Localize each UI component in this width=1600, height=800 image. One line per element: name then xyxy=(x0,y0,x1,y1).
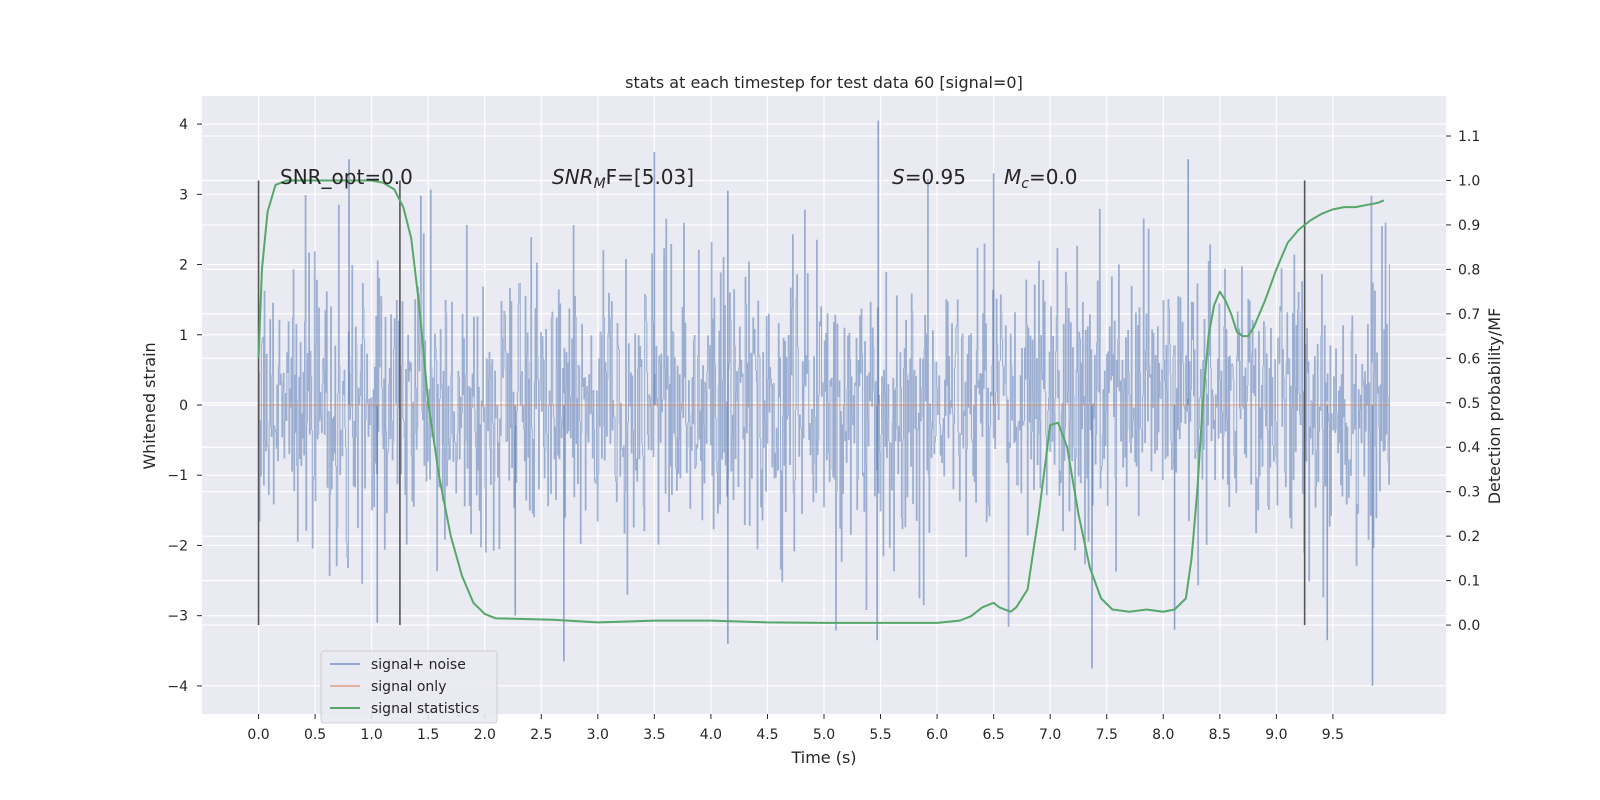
x-tick-label: 7.0 xyxy=(1039,727,1061,743)
y-tick-label-left: 0 xyxy=(179,398,188,414)
annotation-snr-opt: SNR_opt=0.0 xyxy=(280,165,413,189)
legend-label-signal: signal only xyxy=(371,679,446,695)
x-tick-label: 5.5 xyxy=(869,727,891,743)
y-tick-label-right: 0.3 xyxy=(1458,485,1480,501)
y-tick-label-right: 1.0 xyxy=(1458,173,1480,189)
y-tick-label-right: 0.7 xyxy=(1458,307,1480,323)
grid-y xyxy=(202,123,1446,687)
y-tick-label-left: −4 xyxy=(167,679,188,695)
y-tick-label-right: 1.1 xyxy=(1458,129,1480,145)
annotation-s-var: S xyxy=(892,165,905,189)
legend-label-stats: signal statistics xyxy=(371,701,479,717)
y-tick-label-left: −2 xyxy=(167,538,188,554)
x-tick-label: 3.0 xyxy=(587,727,609,743)
y-tick-label-right: 0.1 xyxy=(1458,574,1480,590)
x-tick-label: 6.5 xyxy=(983,727,1005,743)
annotation-mc-var: M xyxy=(1004,165,1021,189)
noise-series xyxy=(258,120,1390,686)
y-tick-label-right: 0.0 xyxy=(1458,618,1480,634)
y-ticks-right: 1.1 1.0 0.9 0.8 0.7 0.6 0.5 0.4 0.3 0.2 0.1 0.0 xyxy=(1446,129,1480,634)
x-tick-label: 6.0 xyxy=(926,727,948,743)
annotation-mc: Mc=0.0 xyxy=(1004,165,1078,192)
signal-statistics-line xyxy=(257,179,1385,624)
y-tick-label-right: 0.8 xyxy=(1458,262,1480,278)
annotation-mc-sub: c xyxy=(1021,176,1029,192)
x-tick-label: 5.0 xyxy=(813,727,835,743)
y-tick-label-left: 3 xyxy=(179,187,188,203)
y-ticks-left: 4 3 2 1 0 −1 −2 −3 −4 xyxy=(167,117,202,695)
y-tick-label-right: 0.9 xyxy=(1458,218,1480,234)
annotation-s: S=0.95 xyxy=(892,165,966,189)
x-tick-label: 2.5 xyxy=(530,727,552,743)
x-tick-label: 0.0 xyxy=(247,727,269,743)
x-tick-label: 1.0 xyxy=(361,727,383,743)
x-tick-label: 8.0 xyxy=(1152,727,1174,743)
x-tick-label: 1.5 xyxy=(417,727,439,743)
signal-statistics-series xyxy=(257,179,1385,624)
x-tick-label: 9.0 xyxy=(1265,727,1287,743)
x-tick-label: 2.0 xyxy=(474,727,496,743)
annotation-snr-mf-sub: M xyxy=(594,176,606,192)
chart-title: stats at each timestep for test data 60 … xyxy=(625,73,1023,92)
annotation-s-value: =0.95 xyxy=(905,165,966,189)
x-ticks: 0.0 0.5 1.0 1.5 2.0 2.5 3.0 3.5 4.0 4.5 5.0 5.5 6.0 6… xyxy=(247,714,1344,743)
x-axis-label: Time (s) xyxy=(790,748,856,767)
y-axis-label-left: Whitened strain xyxy=(140,342,159,469)
y-tick-label-left: −3 xyxy=(167,609,188,625)
legend-label-noise: signal+ noise xyxy=(371,657,466,673)
vertical-markers xyxy=(257,180,1306,626)
y-tick-label-right: 0.4 xyxy=(1458,440,1480,456)
y-tick-label-left: 1 xyxy=(179,328,188,344)
x-tick-label: 8.5 xyxy=(1209,727,1231,743)
x-tick-label: 0.5 xyxy=(304,727,326,743)
x-tick-label: 7.5 xyxy=(1096,727,1118,743)
legend-box xyxy=(320,650,498,724)
x-tick-label: 4.0 xyxy=(700,727,722,743)
x-tick-label: 4.5 xyxy=(756,727,778,743)
annotation-snr-mf-prefix: SNR xyxy=(552,165,594,189)
legend: signal+ noise signal only signal statist… xyxy=(320,650,498,724)
y-tick-label-right: 0.5 xyxy=(1458,396,1480,412)
y-tick-label-left: 4 xyxy=(179,117,188,133)
annotation-snr-mf-suffix: F=[5.03] xyxy=(606,165,694,189)
y-axis-label-right: Detection probability/MF xyxy=(1485,308,1504,505)
y-tick-label-right: 0.6 xyxy=(1458,351,1480,367)
annotation-snr-mf: SNRMF=[5.03] xyxy=(552,165,694,192)
x-tick-label: 3.5 xyxy=(643,727,665,743)
annotation-mc-value: =0.0 xyxy=(1029,165,1078,189)
y-tick-label-right: 0.2 xyxy=(1458,529,1480,545)
y-tick-label-left: 2 xyxy=(179,258,188,274)
x-tick-label: 9.5 xyxy=(1322,727,1344,743)
y-tick-label-left: −1 xyxy=(167,468,188,484)
